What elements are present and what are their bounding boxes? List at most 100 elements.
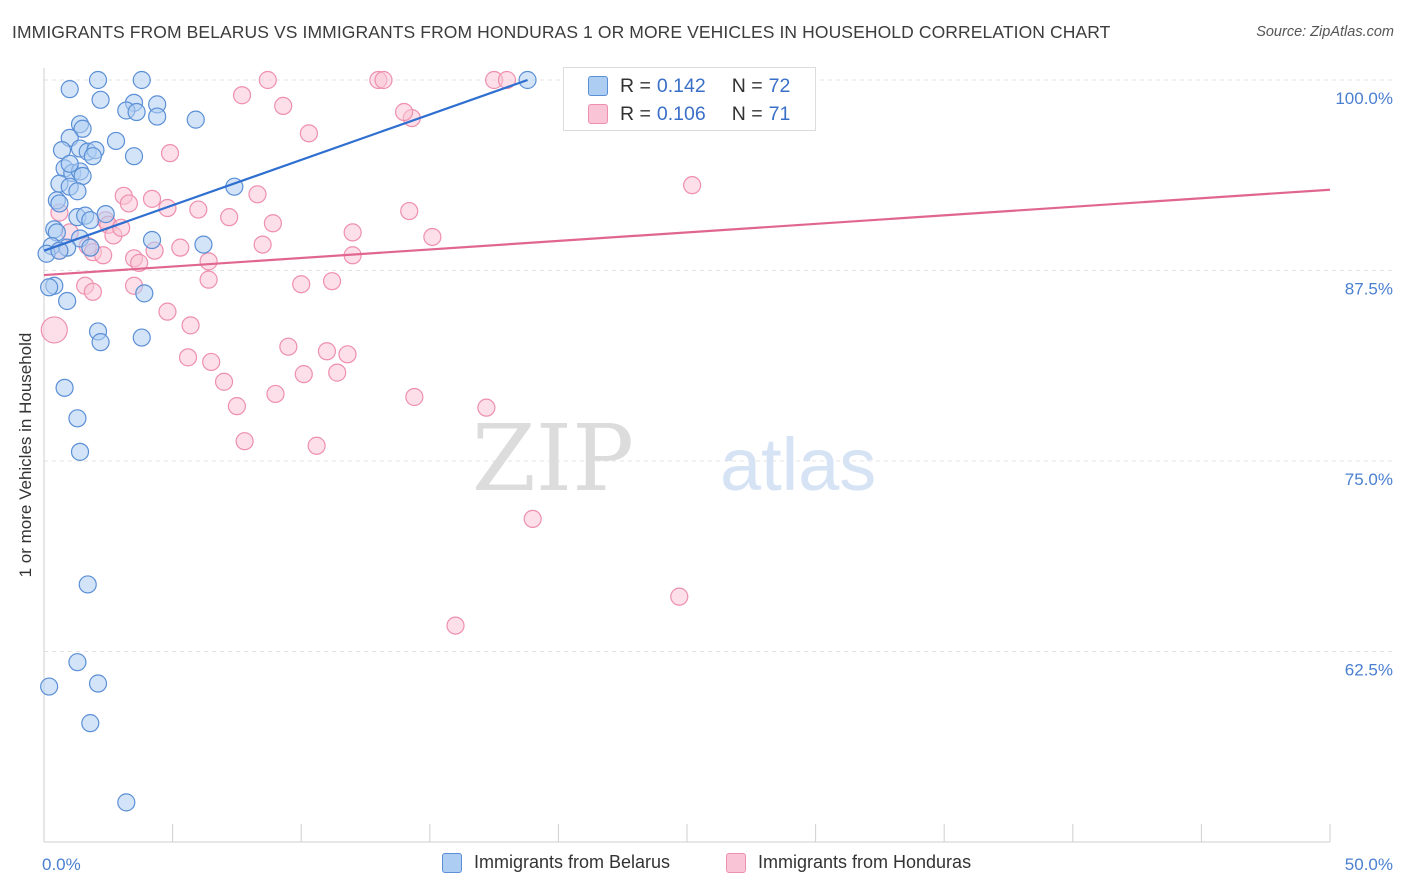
honduras-point (400, 201, 419, 221)
x-tick-label: 50.0% (1345, 855, 1393, 874)
belarus-point (81, 211, 100, 230)
honduras-point (292, 275, 311, 294)
honduras-point (299, 124, 319, 143)
honduras-r-value: 0.106 (656, 102, 706, 125)
stats-row-honduras: R = 0.106 N = 71 (588, 100, 790, 128)
belarus-points (37, 70, 537, 812)
honduras-point (322, 272, 342, 291)
honduras-point (202, 352, 221, 372)
y-tick-label: 62.5% (1345, 661, 1393, 680)
honduras-point (130, 253, 149, 272)
belarus-point (96, 205, 115, 224)
honduras-points (40, 70, 769, 635)
honduras-r-label: R = (620, 102, 651, 125)
honduras-point (158, 302, 177, 321)
legend-item-belarus[interactable]: Immigrants from Belarus (442, 852, 670, 873)
honduras-point (670, 587, 689, 606)
belarus-point (132, 70, 151, 90)
honduras-point (171, 238, 190, 257)
belarus-point (40, 278, 59, 297)
belarus-point (124, 147, 144, 166)
honduras-point (199, 270, 218, 289)
belarus-point (68, 182, 87, 201)
honduras-point (214, 372, 234, 391)
honduras-point (253, 235, 272, 254)
y-tick-label: 75.0% (1345, 470, 1393, 489)
honduras-point (279, 337, 298, 356)
belarus-point (83, 147, 102, 166)
honduras-point (394, 102, 414, 122)
honduras-point (423, 227, 442, 247)
gridlines (44, 79, 1392, 652)
honduras-point (220, 208, 239, 227)
belarus-n-value: 72 (768, 74, 791, 97)
belarus-point (81, 238, 100, 257)
belarus-point (78, 575, 97, 594)
honduras-point (112, 218, 131, 237)
stats-row-belarus: R = 0.142 N = 72 (588, 72, 790, 100)
honduras-point (232, 86, 252, 105)
belarus-point (55, 378, 74, 397)
honduras-point (477, 398, 496, 417)
honduras-point (248, 185, 267, 204)
honduras-n-label: N = (731, 102, 763, 125)
honduras-point (683, 176, 702, 195)
legend-belarus-swatch (442, 852, 462, 873)
belarus-point (50, 194, 69, 213)
belarus-point (40, 677, 59, 696)
honduras-point (178, 348, 198, 367)
trend-lines (43, 78, 1331, 277)
honduras-point (181, 316, 200, 335)
honduras-point (338, 345, 357, 364)
belarus-point (142, 230, 162, 250)
belarus-point (132, 328, 151, 347)
source-label: Source: ZipAtlas.com (1256, 24, 1394, 40)
belarus-swatch (588, 76, 608, 96)
honduras-point (199, 252, 218, 271)
belarus-point (106, 131, 126, 151)
honduras-point (307, 436, 326, 455)
axes (43, 68, 1331, 843)
honduras-point (40, 316, 68, 344)
belarus-point (58, 291, 77, 311)
honduras-point (523, 509, 542, 529)
belarus-point (88, 674, 108, 693)
honduras-point (160, 144, 180, 163)
honduras-point (294, 365, 313, 384)
honduras-point (83, 282, 102, 301)
honduras-point (189, 200, 208, 219)
legend-honduras-swatch (726, 852, 746, 873)
honduras-point (263, 214, 283, 233)
belarus-point (88, 70, 108, 90)
honduras-point (119, 194, 138, 213)
honduras-point (142, 189, 162, 208)
honduras-point (446, 616, 465, 635)
belarus-r-value: 0.142 (656, 74, 706, 97)
honduras-point (227, 397, 246, 416)
honduras-point (374, 70, 393, 90)
belarus-point (91, 90, 110, 109)
belarus-point (68, 653, 87, 672)
tick-labels: 62.5% 75.0% 87.5% 100.0% 0.0% 50.0% (42, 89, 1393, 874)
belarus-point (81, 714, 100, 733)
belarus-point (73, 119, 92, 138)
legend-item-honduras[interactable]: Immigrants from Honduras (726, 852, 971, 873)
belarus-point (70, 442, 90, 461)
honduras-point (258, 70, 277, 90)
belarus-r-label: R = (620, 74, 651, 97)
honduras-point (274, 96, 293, 116)
honduras-point (266, 384, 285, 404)
watermark-atlas: atlas (720, 423, 876, 506)
belarus-trend-line (43, 78, 528, 252)
belarus-point (117, 793, 136, 812)
chart-title: IMMIGRANTS FROM BELARUS VS IMMIGRANTS FR… (12, 22, 1111, 42)
belarus-n-label: N = (731, 74, 763, 97)
chart-legend: Immigrants from Belarus Immigrants from … (0, 852, 1406, 878)
honduras-swatch (588, 104, 608, 124)
honduras-point (497, 70, 517, 90)
y-tick-label: 87.5% (1345, 280, 1393, 299)
belarus-point (127, 102, 146, 122)
honduras-point (328, 363, 347, 382)
y-tick-label: 100.0% (1335, 89, 1393, 108)
